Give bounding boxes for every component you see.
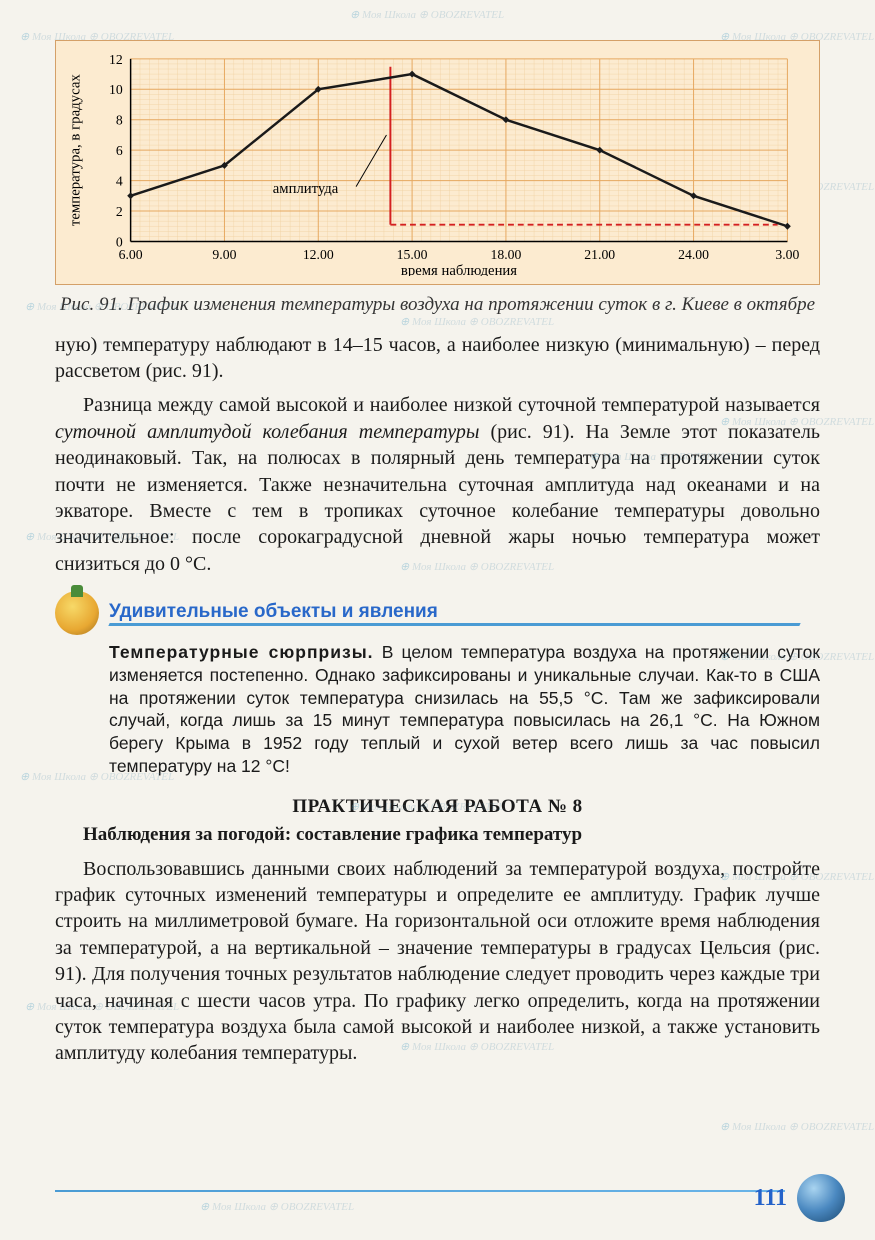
svg-text:12: 12: [109, 52, 123, 67]
svg-text:10: 10: [109, 82, 123, 97]
para2-part-b: (рис. 91). На Земле этот показатель неод…: [55, 421, 820, 575]
callout-text: В целом температура воздуха на протяжени…: [109, 642, 820, 776]
callout-lead: Температурные сюрпризы.: [109, 642, 374, 662]
svg-text:время наблюдения: время наблюдения: [401, 263, 517, 276]
svg-text:8: 8: [116, 113, 123, 128]
callout-title: Удивительные объекты и явления: [109, 601, 820, 623]
callout-header: Удивительные объекты и явления: [55, 591, 820, 635]
footer-divider: [55, 1190, 785, 1192]
svg-text:4: 4: [116, 173, 123, 188]
svg-text:9.00: 9.00: [212, 247, 236, 262]
chart-svg: 0246810126.009.0012.0015.0018.0021.0024.…: [62, 49, 807, 276]
svg-text:температура, в градусах: температура, в градусах: [68, 74, 84, 227]
svg-text:12.00: 12.00: [303, 247, 334, 262]
work-body-text: Воспользовавшись данными своих наблюдени…: [55, 856, 820, 1067]
callout-body: Температурные сюрпризы. В целом температ…: [109, 641, 820, 778]
svg-text:6.00: 6.00: [119, 247, 143, 262]
page-footer: 111: [754, 1174, 845, 1222]
earth-icon: [797, 1174, 845, 1222]
svg-text:21.00: 21.00: [584, 247, 615, 262]
watermark-text: Моя Школа ⊕ OBOZREVATEL: [350, 8, 504, 21]
para2-italic: суточной амплитудой колебания температур…: [55, 421, 479, 443]
temperature-chart: 0246810126.009.0012.0015.0018.0021.0024.…: [55, 40, 820, 285]
watermark-text: Моя Школа ⊕ OBOZREVATEL: [720, 1120, 874, 1133]
para2-part-a: Разница между самой высокой и наиболее н…: [83, 394, 820, 416]
svg-text:амплитуда: амплитуда: [273, 181, 339, 197]
page-number: 111: [754, 1185, 787, 1212]
paragraph-1: ную) температуру наблюдают в 14–15 часов…: [55, 332, 820, 385]
svg-text:2: 2: [116, 204, 123, 219]
svg-text:24.00: 24.00: [678, 247, 709, 262]
practical-work-header: ПРАКТИЧЕСКАЯ РАБОТА № 8: [55, 796, 820, 818]
callout-divider: [108, 623, 800, 626]
practical-work-subtitle: Наблюдения за погодой: составление графи…: [83, 824, 820, 846]
svg-text:6: 6: [116, 143, 123, 158]
paragraph-2: Разница между самой высокой и наиболее н…: [55, 392, 820, 577]
svg-text:3.00: 3.00: [775, 247, 799, 262]
watermark-text: Моя Школа ⊕ OBOZREVATEL: [200, 1200, 354, 1213]
practical-work-body: Воспользовавшись данными своих наблюдени…: [55, 856, 820, 1067]
chart-caption: Рис. 91. График изменения температуры во…: [55, 293, 820, 318]
callout-box: Удивительные объекты и явления Температу…: [55, 591, 820, 778]
svg-text:18.00: 18.00: [490, 247, 521, 262]
svg-text:15.00: 15.00: [397, 247, 428, 262]
globe-bug-icon: [55, 591, 99, 635]
